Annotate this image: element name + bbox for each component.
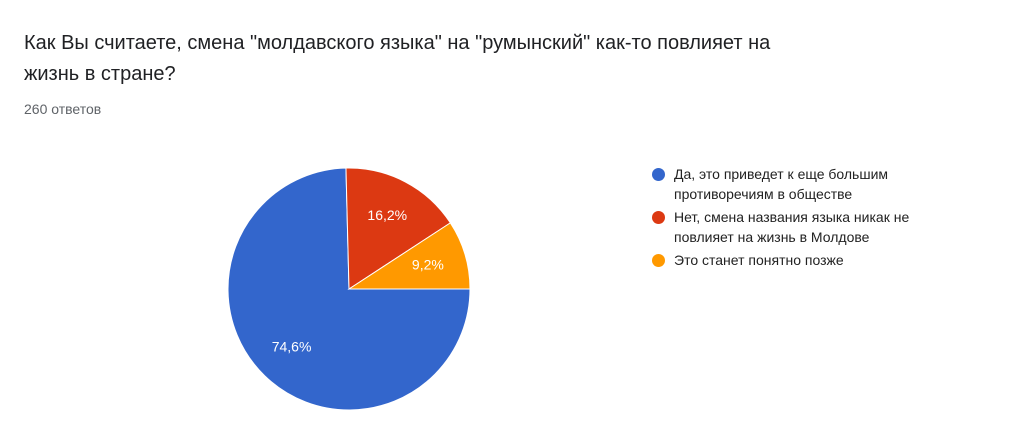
legend-marker [652,254,665,267]
legend-label: Это станет понятно позже [674,252,844,268]
legend-item: Нет, смена названия языка никак не повли… [652,207,964,247]
slice-label: 74,6% [272,339,312,355]
legend-label: Нет, смена названия языка никак не повли… [674,209,910,245]
slice-label: 16,2% [367,207,407,223]
legend-item: Это станет понятно позже [652,250,964,270]
pie-slice [347,222,471,290]
legend-marker [652,168,665,181]
legend-label: Да, это приведет к еще большим противоре… [674,166,889,202]
pie-slice [345,167,452,290]
chart-title: Как Вы считаете, смена "молдавского язык… [24,32,771,85]
slice-label: 9,2% [412,256,444,272]
legend: Да, это приведет к еще большим противоре… [652,164,972,273]
legend-item: Да, это приведет к еще большим противоре… [652,164,964,204]
chart-subtitle: 260 ответов [24,101,102,117]
legend-marker [652,211,665,224]
